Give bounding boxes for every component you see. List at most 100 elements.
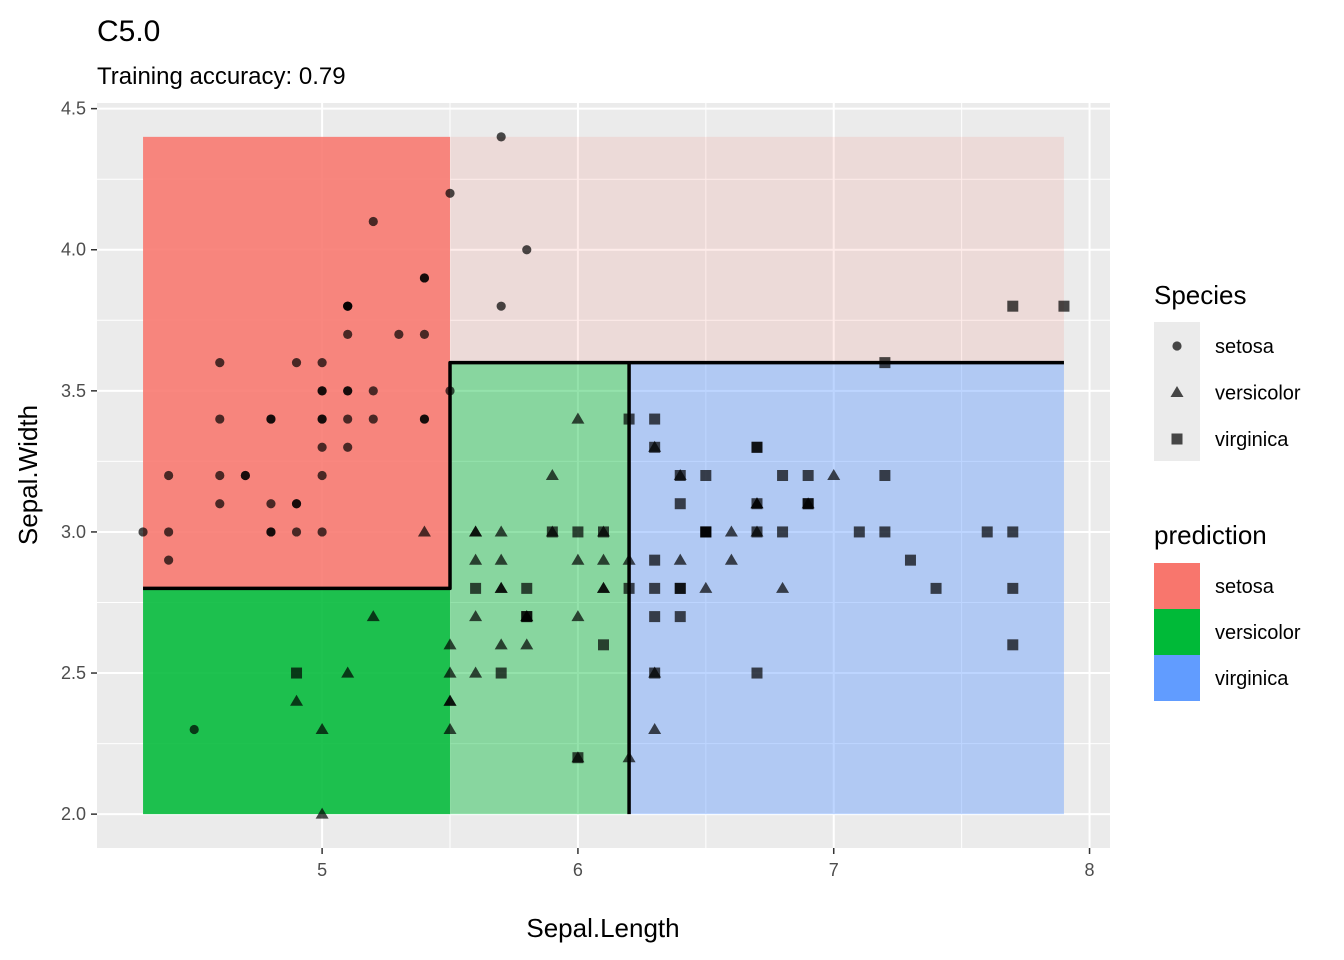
legend-species-key-versicolor <box>1170 386 1184 398</box>
point-versicolor <box>494 638 508 650</box>
point-virginica <box>674 582 686 594</box>
point-virginica <box>802 470 814 481</box>
point-versicolor <box>443 694 457 706</box>
point-setosa <box>419 329 430 340</box>
y-tick-label: 2.5 <box>61 663 86 683</box>
point-setosa <box>164 527 174 537</box>
point-virginica <box>495 667 507 679</box>
point-setosa <box>266 499 276 509</box>
point-versicolor <box>443 722 457 735</box>
point-setosa <box>496 301 506 311</box>
point-setosa <box>240 470 250 481</box>
point-setosa <box>343 386 353 396</box>
point-virginica <box>674 470 686 481</box>
point-setosa <box>317 386 327 396</box>
point-setosa <box>164 555 174 565</box>
point-versicolor <box>469 666 483 678</box>
point-versicolor <box>290 694 304 706</box>
point-versicolor <box>469 553 483 565</box>
point-setosa <box>189 724 199 735</box>
point-setosa <box>138 527 148 537</box>
point-virginica <box>649 554 661 566</box>
point-setosa <box>343 442 353 452</box>
point-virginica <box>623 413 635 425</box>
point-virginica <box>546 526 558 538</box>
point-virginica <box>674 498 686 510</box>
y-tick-label: 2.0 <box>61 804 86 824</box>
point-virginica <box>649 582 661 594</box>
point-virginica <box>649 611 661 623</box>
point-versicolor <box>776 581 790 593</box>
point-setosa <box>215 470 225 481</box>
legend-prediction-swatch-versicolor <box>1154 609 1200 655</box>
point-versicolor <box>469 525 483 537</box>
x-tick-label: 5 <box>317 860 327 880</box>
plot-panel <box>97 103 1110 848</box>
point-setosa <box>291 499 302 509</box>
point-virginica <box>1007 639 1019 651</box>
legend-prediction-swatch-setosa <box>1154 563 1200 609</box>
point-virginica <box>879 357 891 369</box>
legend-species-label: setosa <box>1215 336 1275 358</box>
point-versicolor <box>597 581 610 593</box>
y-axis-label: Sepal.Width <box>13 405 43 545</box>
point-virginica <box>649 441 661 453</box>
point-virginica <box>598 639 609 651</box>
point-setosa <box>317 442 327 452</box>
point-versicolor <box>545 469 559 481</box>
point-virginica <box>981 526 993 538</box>
legend-prediction: prediction setosa versicolor virginica <box>1154 520 1301 701</box>
legend-prediction-label: setosa <box>1215 576 1275 598</box>
point-setosa <box>215 499 225 509</box>
point-versicolor <box>648 722 662 735</box>
point-setosa <box>496 132 506 142</box>
point-setosa <box>291 358 302 368</box>
point-virginica <box>879 526 891 538</box>
point-virginica <box>1007 526 1019 538</box>
legend-prediction-label: versicolor <box>1215 622 1301 644</box>
legend-prediction-label: virginica <box>1215 668 1289 690</box>
point-versicolor <box>597 553 610 565</box>
point-versicolor <box>315 722 329 735</box>
point-setosa <box>215 414 225 424</box>
point-setosa <box>291 527 302 537</box>
point-versicolor <box>571 412 585 424</box>
point-setosa <box>266 527 276 537</box>
prediction-regions <box>143 136 1064 815</box>
point-versicolor <box>469 610 483 622</box>
point-versicolor <box>494 553 508 565</box>
point-virginica <box>879 470 891 481</box>
y-tick-label: 4.0 <box>61 240 86 260</box>
point-versicolor <box>494 581 508 593</box>
point-setosa <box>266 414 276 424</box>
point-setosa <box>445 386 455 396</box>
point-versicolor <box>341 666 355 678</box>
point-setosa <box>215 358 225 368</box>
x-axis: 5 6 7 8 <box>317 848 1095 880</box>
x-tick-label: 7 <box>829 860 839 880</box>
point-versicolor <box>699 581 713 593</box>
point-setosa <box>317 527 327 537</box>
y-tick-label: 3.5 <box>61 381 86 401</box>
point-virginica <box>598 526 609 538</box>
point-setosa <box>368 216 378 227</box>
point-versicolor <box>724 553 738 565</box>
legend-species-label: versicolor <box>1215 383 1301 405</box>
x-tick-label: 8 <box>1085 860 1095 880</box>
point-virginica <box>649 667 661 679</box>
point-virginica <box>291 667 303 679</box>
point-virginica <box>1058 300 1070 312</box>
point-setosa <box>343 329 353 340</box>
point-virginica <box>521 611 533 623</box>
legend-species-label: virginica <box>1215 429 1289 451</box>
point-virginica <box>853 526 865 538</box>
point-virginica <box>751 667 763 679</box>
point-virginica <box>930 582 942 594</box>
point-versicolor <box>622 751 636 763</box>
legend-species-key-virginica <box>1171 433 1183 445</box>
legend-prediction-swatch-virginica <box>1154 655 1200 701</box>
point-setosa <box>343 301 353 311</box>
point-virginica <box>700 526 712 538</box>
point-versicolor <box>622 553 636 565</box>
